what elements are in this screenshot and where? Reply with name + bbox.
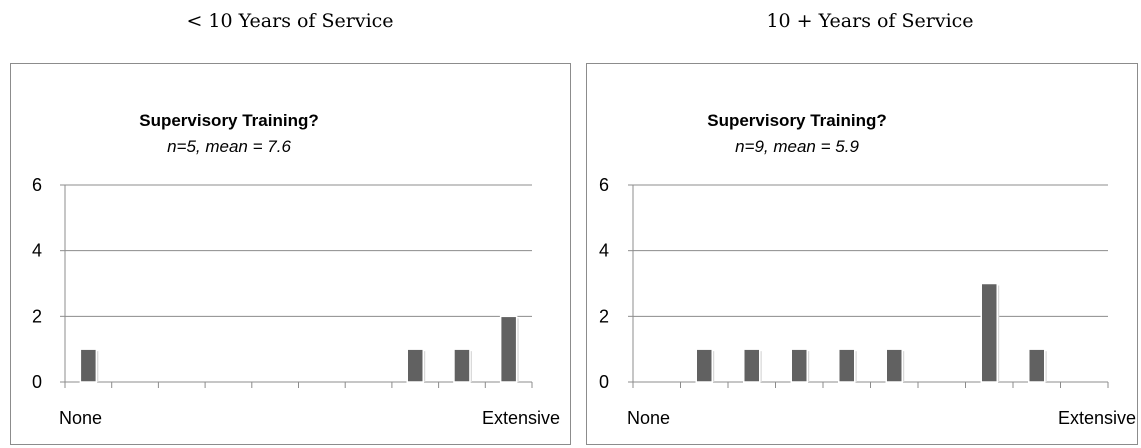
bar: [453, 348, 471, 383]
chart-panel-left: Supervisory Training? n=5, mean = 7.6 0 2 4 6…: [10, 63, 571, 445]
histogram-left: Supervisory Training? n=5, mean = 7.6 0 2 4 6…: [32, 111, 560, 428]
chart-subtitle: n=5, mean = 7.6: [167, 137, 291, 156]
bar: [790, 348, 808, 383]
y-tick-label: 6: [599, 175, 609, 195]
bar: [695, 348, 713, 383]
y-tick-label: 6: [32, 175, 42, 195]
bar: [1028, 348, 1046, 383]
y-tick-label: 2: [599, 306, 609, 326]
y-tick-label: 2: [32, 306, 42, 326]
chart-subtitle: n=9, mean = 5.9: [735, 137, 859, 156]
group-heading-left: < 10 Years of Service: [186, 10, 394, 32]
bar: [499, 315, 518, 383]
bar: [838, 348, 856, 383]
chart-title: Supervisory Training?: [707, 111, 887, 130]
group-heading-right: 10 + Years of Service: [766, 10, 974, 32]
y-tick-label: 4: [599, 241, 609, 261]
bar: [743, 348, 761, 383]
y-tick-label: 0: [599, 372, 609, 392]
y-tick-label: 0: [32, 372, 42, 392]
x-label-extensive: Extensive: [1058, 408, 1136, 428]
histogram-right: Supervisory Training? n=9, mean = 5.9 0 2 4 6…: [599, 111, 1136, 428]
bar: [980, 282, 998, 383]
x-label-none: None: [59, 408, 102, 428]
x-label-extensive: Extensive: [482, 408, 560, 428]
bar: [885, 348, 903, 383]
bar: [79, 348, 98, 383]
x-label-none: None: [627, 408, 670, 428]
bar: [406, 348, 424, 383]
y-tick-label: 4: [32, 241, 42, 261]
chart-panel-right: Supervisory Training? n=9, mean = 5.9 0 2 4 6…: [586, 63, 1138, 445]
chart-title: Supervisory Training?: [139, 111, 319, 130]
